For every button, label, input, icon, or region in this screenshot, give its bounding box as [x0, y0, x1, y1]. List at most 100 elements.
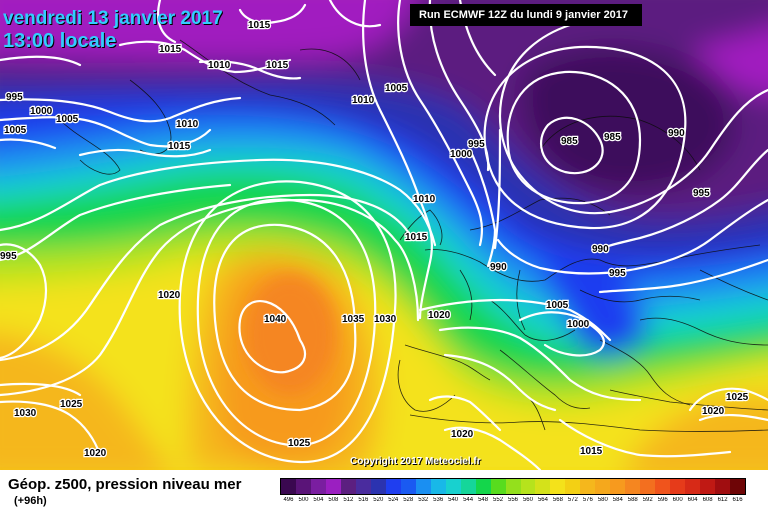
legend-title: Géop. z500, pression niveau mer: [8, 476, 242, 493]
color-scale-swatch: [535, 479, 551, 494]
color-scale-tick-label: 616: [732, 497, 743, 503]
color-scale-tick-labels: 496 500 504 508 512 516 520 524 528 532 536 540 544 5…: [281, 497, 745, 507]
color-scale-swatch: [550, 479, 566, 494]
color-scale-tick-label: 528: [403, 497, 414, 503]
color-scale-swatch: [655, 479, 671, 494]
color-scale-tick-label: 560: [522, 497, 533, 503]
color-scale-swatch: [385, 479, 401, 494]
isobar-label: 995: [693, 188, 710, 199]
color-scale-tick-label: 552: [493, 497, 504, 503]
color-scale-tick-label: 540: [448, 497, 459, 503]
isobar-label: 1010: [413, 194, 436, 205]
color-scale-swatch: [730, 479, 746, 494]
color-scale-swatch: [640, 479, 656, 494]
isobar-label: 1000: [450, 149, 473, 160]
color-scale-tick-label: 564: [537, 497, 548, 503]
color-scale-tick-label: 544: [463, 497, 474, 503]
color-scale-tick-label: 588: [627, 497, 638, 503]
copyright-notice: Copyright 2017 Meteociel.fr: [350, 456, 481, 467]
isobar-label: 1015: [159, 44, 182, 55]
isobar-label: 990: [490, 262, 507, 273]
isobar-label: 995: [468, 139, 485, 150]
color-scale-tick-label: 612: [717, 497, 728, 503]
isobar-label: 1025: [726, 392, 749, 403]
color-scale-swatch: [340, 479, 356, 494]
isobar-label: 1005: [56, 114, 79, 125]
isobar-label: 1005: [385, 83, 408, 94]
isobar-label: 1005: [4, 125, 27, 136]
color-scale-swatch: [445, 479, 461, 494]
isobar-label: 1015: [266, 60, 289, 71]
isobar-label: 1040: [264, 314, 287, 325]
color-scale-swatch: [715, 479, 731, 494]
color-scale-tick-label: 504: [313, 497, 324, 503]
isobar-label: 1025: [288, 438, 311, 449]
color-scale-tick-label: 584: [612, 497, 623, 503]
color-scale-tick-label: 532: [418, 497, 429, 503]
color-scale-tick-label: 536: [433, 497, 444, 503]
color-scale-tick-label: 556: [508, 497, 519, 503]
color-scale-tick-label: 496: [283, 497, 294, 503]
forecast-time-title: 13:00 locale: [3, 30, 117, 52]
pressure-map: 1015 1015 1010 1015 995 1000 1005 1005 1…: [0, 0, 768, 470]
isobar-label: 1035: [342, 314, 365, 325]
isobar-label: 1030: [374, 314, 397, 325]
isobar-label: 990: [592, 244, 609, 255]
isobar-label: 995: [6, 92, 23, 103]
color-scale-swatch: [505, 479, 521, 494]
color-scale-tick-label: 608: [702, 497, 713, 503]
color-scale-tick-label: 548: [478, 497, 489, 503]
color-scale-swatch: [430, 479, 446, 494]
forecast-date-title: vendredi 13 janvier 2017: [3, 8, 223, 29]
color-scale-swatch: [685, 479, 701, 494]
color-scale-swatch: [415, 479, 431, 494]
color-scale-swatch: [520, 479, 536, 494]
color-scale-tick-label: 520: [373, 497, 384, 503]
coastlines: [59, 39, 768, 432]
color-scale-tick-label: 572: [567, 497, 578, 503]
color-scale-tick-label: 524: [388, 497, 399, 503]
isobar-label: 985: [604, 132, 621, 143]
isobar-label: 990: [668, 128, 685, 139]
isobar-label: 1015: [168, 141, 191, 152]
isobar-label: 1005: [546, 300, 569, 311]
color-scale-tick-label: 512: [343, 497, 354, 503]
color-scale-swatches: [280, 478, 746, 495]
color-scale-swatch: [490, 479, 506, 494]
isobar-label: 1020: [428, 310, 451, 321]
color-scale-swatch: [475, 479, 491, 494]
color-scale-swatch: [610, 479, 626, 494]
color-scale-swatch: [310, 479, 326, 494]
forecast-lead-time: (+96h): [14, 495, 47, 507]
isobar-label: 1020: [158, 290, 181, 301]
isobar-label: 1015: [405, 232, 428, 243]
color-scale-swatch: [370, 479, 386, 494]
color-scale-swatch: [580, 479, 596, 494]
color-scale-tick-label: 576: [582, 497, 593, 503]
isobar-lines: [0, 0, 768, 470]
isobar-label: 1010: [176, 119, 199, 130]
color-scale: 496 500 504 508 512 516 520 524 528 532 536 540 544 5…: [280, 478, 746, 508]
color-scale-swatch: [295, 479, 311, 494]
isobar-label: 1030: [14, 408, 37, 419]
isobar-label: 1010: [352, 95, 375, 106]
color-scale-tick-label: 516: [358, 497, 369, 503]
isobar-label: 1000: [567, 319, 590, 330]
color-scale-swatch: [670, 479, 686, 494]
color-scale-swatch: [355, 479, 371, 494]
color-scale-swatch: [565, 479, 581, 494]
isobar-label: 1010: [208, 60, 231, 71]
color-scale-tick-label: 600: [672, 497, 683, 503]
isobar-label: 1000: [30, 106, 53, 117]
color-scale-tick-label: 508: [328, 497, 339, 503]
color-scale-swatch: [325, 479, 341, 494]
isobar-label: 995: [609, 268, 626, 279]
isobar-label: 1020: [84, 448, 107, 459]
isobar-label: 985: [561, 136, 578, 147]
color-scale-swatch: [625, 479, 641, 494]
legend-panel: Géop. z500, pression niveau mer (+96h) 4…: [0, 470, 768, 512]
color-scale-swatch: [460, 479, 476, 494]
isobar-label: 1015: [248, 20, 271, 31]
isobar-label: 995: [0, 251, 17, 262]
